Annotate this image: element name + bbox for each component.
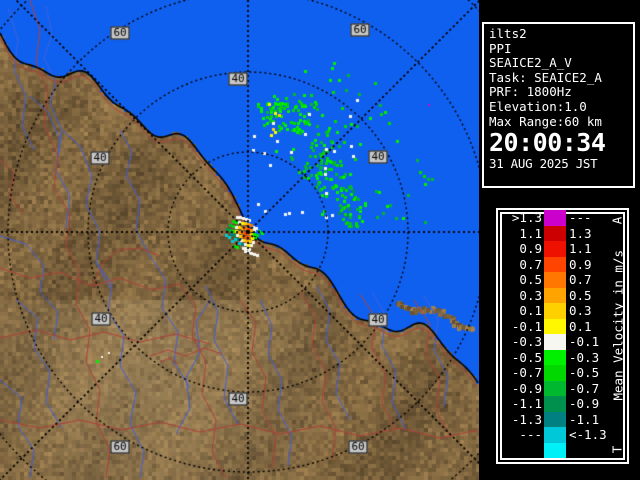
clock-time: 20:00:34: [489, 128, 606, 158]
legend-upper-3: 0.9: [569, 256, 592, 272]
legend-swatch-14: [544, 427, 566, 443]
legend-swatch-0: [544, 210, 566, 226]
legend-lower-1: 1.1: [519, 225, 542, 241]
legend-upper-10: -0.5: [569, 365, 600, 380]
legend-swatch-13: [544, 411, 566, 427]
scan-type: PPI: [489, 40, 512, 56]
legend-swatch-10: [544, 365, 566, 381]
legend-upper-14: <-1.3: [569, 427, 607, 442]
legend-swatch-9: [544, 349, 566, 365]
task-label: Task: SEAICE2_A: [489, 69, 602, 85]
legend-swatch-8: [544, 334, 566, 350]
legend-swatch-4: [544, 272, 566, 288]
legend-corner-top: A: [609, 216, 625, 225]
legend-upper-9: -0.3: [569, 349, 600, 365]
legend-swatch-11: [544, 380, 566, 396]
legend-upper-11: -0.7: [569, 380, 600, 396]
legend-swatch-12: [544, 396, 566, 412]
legend-upper-8: -0.1: [569, 334, 600, 349]
legend-swatch-1: [544, 225, 566, 241]
legend-swatch-15: [544, 442, 566, 458]
legend-color-bar: [544, 210, 566, 462]
legend-upper-13: -1.1: [569, 411, 600, 427]
legend-lower-14: ---: [519, 427, 542, 442]
legend-swatch-7: [544, 318, 566, 334]
legend-lower-7: -0.1: [511, 318, 542, 334]
legend-title-text: Mean Velocity in m/s: [610, 249, 626, 401]
radar-info-panel: ilts2 PPI SEAICE2_A_V Task: SEAICE2_A PR…: [482, 22, 635, 188]
legend-swatch-2: [544, 241, 566, 257]
legend-upper-2: 1.1: [569, 241, 592, 256]
site-name: ilts2: [489, 26, 527, 41]
max-range-label: Max Range:60 km: [489, 113, 602, 129]
legend-upper-bounds: --- 1.3 1.1 0.9 0.7 0.5 0.3 0.1 -0.1 -0.3 -0.5 -0.7…: [566, 210, 615, 462]
legend-swatch-5: [544, 287, 566, 303]
legend-lower-13: -1.3: [511, 411, 542, 427]
legend-lower-9: -0.5: [511, 349, 542, 365]
color-legend: >1.3 1.1 0.9 0.7 0.5 0.3 0.1 -0.1 -0.3 -0.5 -0.7 -0…: [496, 208, 629, 464]
legend-lower-bounds: >1.3 1.1 0.9 0.7 0.5 0.3 0.1 -0.1 -0.3 -0.5 -0.7 -0…: [498, 210, 544, 462]
ppi-map-canvas[interactable]: [0, 0, 479, 480]
legend-grid: >1.3 1.1 0.9 0.7 0.5 0.3 0.1 -0.1 -0.3 -0.5 -0.7 -0…: [498, 210, 627, 462]
ppi-map[interactable]: [0, 0, 479, 480]
legend-upper-4: 0.7: [569, 272, 592, 287]
legend-upper-1: 1.3: [569, 225, 592, 241]
legend-lower-3: 0.7: [519, 256, 542, 272]
legend-lower-5: 0.3: [519, 287, 542, 303]
legend-upper-12: -0.9: [569, 396, 600, 411]
legend-lower-12: -1.1: [511, 396, 542, 411]
legend-lower-11: -0.9: [511, 380, 542, 396]
legend-lower-2: 0.9: [519, 241, 542, 256]
date-label: 31 AUG 2025 JST: [489, 156, 598, 172]
legend-upper-5: 0.5: [569, 287, 592, 303]
legend-lower-10: -0.7: [511, 365, 542, 380]
legend-upper-7: 0.1: [569, 318, 592, 334]
legend-corner-bottom: T: [609, 445, 625, 454]
legend-upper-0: ---: [569, 210, 592, 225]
legend-title-vertical: A Mean Velocity in m/s T: [609, 210, 626, 462]
legend-lower-0: >1.3: [511, 210, 542, 225]
legend-lower-4: 0.5: [519, 272, 542, 287]
elevation-label: Elevation:1.0: [489, 98, 587, 114]
product-name: SEAICE2_A_V: [489, 55, 572, 71]
prf-label: PRF: 1800Hz: [489, 84, 572, 100]
legend-swatch-6: [544, 303, 566, 319]
legend-upper-6: 0.3: [569, 303, 592, 318]
legend-lower-6: 0.1: [519, 303, 542, 318]
legend-lower-8: -0.3: [511, 334, 542, 349]
legend-swatch-3: [544, 256, 566, 272]
